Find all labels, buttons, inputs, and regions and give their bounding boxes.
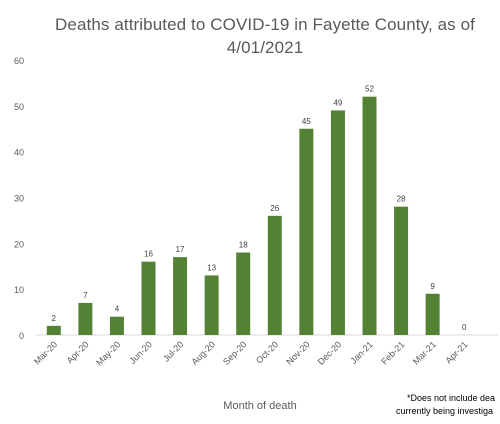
bar [236, 252, 251, 335]
bar [362, 96, 377, 336]
x-tick-label: Jul-20 [161, 339, 185, 363]
y-tick-label: 60 [14, 56, 24, 66]
x-tick-label: Mar-21 [411, 339, 438, 366]
x-tick-label: Dec-20 [316, 339, 344, 367]
y-tick-label: 30 [14, 194, 24, 204]
data-label: 4 [115, 305, 120, 314]
data-label: 49 [333, 98, 342, 107]
x-tick-label: Jun-20 [127, 339, 154, 366]
y-tick-label: 0 [19, 331, 24, 341]
bar [141, 261, 156, 335]
data-label: 13 [207, 263, 216, 272]
x-tick-label: Apr-21 [443, 339, 469, 365]
data-label: 45 [302, 117, 311, 126]
x-tick-label: Mar-20 [32, 339, 59, 366]
bar [330, 110, 345, 336]
chart-title-line-1: Deaths attributed to COVID-19 in Fayette… [55, 15, 475, 34]
bar [267, 215, 282, 335]
bar [299, 128, 314, 335]
bar [204, 275, 219, 335]
data-label: 18 [239, 241, 248, 250]
x-tick-label: Nov-20 [284, 339, 312, 367]
bar [109, 316, 124, 335]
data-label: 9 [430, 282, 435, 291]
data-label: 28 [397, 195, 406, 204]
y-tick-label: 10 [14, 285, 24, 295]
data-label: 16 [144, 250, 153, 259]
data-label: 0 [462, 323, 467, 332]
y-tick-label: 40 [14, 148, 24, 158]
bar [78, 302, 93, 335]
data-label: 26 [270, 204, 279, 213]
x-tick-label: Apr-20 [65, 339, 91, 365]
x-axis-label: Month of death [223, 400, 297, 412]
bar [425, 293, 440, 335]
data-label: 52 [365, 85, 374, 94]
x-tick-label: Feb-21 [379, 339, 406, 366]
bar [394, 206, 409, 335]
bar [46, 325, 61, 335]
x-tick-label: Oct-20 [254, 339, 280, 365]
chart-title-line-2: 4/01/2021 [226, 38, 304, 57]
x-tick-label: Aug-20 [189, 339, 217, 367]
bar [173, 257, 188, 335]
footnote-line-2: currently being investiga [396, 406, 494, 416]
y-tick-label: 20 [14, 239, 24, 249]
x-tick-label: Sep-20 [221, 339, 249, 367]
footnote-line-1: *Does not include dea [407, 393, 496, 403]
y-tick-label: 50 [14, 102, 24, 112]
x-tick-label: May-20 [94, 339, 122, 367]
x-tick-label: Jan-21 [348, 339, 375, 366]
data-label: 7 [83, 291, 88, 300]
data-label: 17 [176, 245, 185, 254]
data-label: 2 [52, 314, 57, 323]
